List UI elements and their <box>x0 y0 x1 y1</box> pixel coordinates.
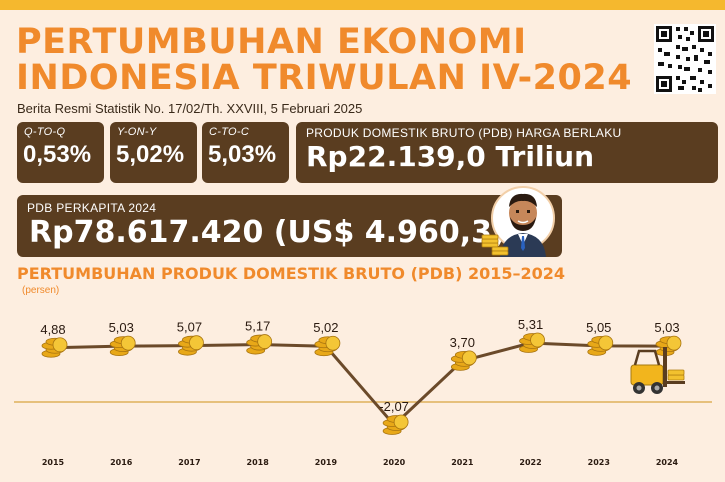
data-point-coin-stack <box>246 334 273 355</box>
pdb-value: Rp22.139,0 Triliun <box>306 140 595 173</box>
ctoc-label: C-TO-C <box>209 126 250 138</box>
top-accent-bar <box>0 0 725 10</box>
x-tick-label: 2015 <box>42 458 65 467</box>
x-tick-label: 2019 <box>315 458 338 467</box>
yony-label: Y-ON-Y <box>117 126 157 138</box>
series-line <box>52 341 668 427</box>
data-label: 3,70 <box>450 335 475 350</box>
qtoq-card: Q-TO-Q 0,53% <box>17 122 104 183</box>
data-point-coin-stack <box>314 335 341 357</box>
x-tick-label: 2022 <box>519 458 541 467</box>
x-tick-label: 2016 <box>110 458 133 467</box>
data-label: 5,02 <box>313 320 338 335</box>
data-point-coin-stack <box>450 350 477 371</box>
data-label: 5,17 <box>245 319 270 334</box>
chart-y-unit: (persen) <box>22 285 60 296</box>
perkapita-value: Rp78.617.420 (US$ 4.960,3) <box>29 215 506 250</box>
data-label: 5,03 <box>654 320 679 335</box>
ctoc-value: 5,03% <box>208 141 277 168</box>
x-tick-label: 2017 <box>178 458 200 467</box>
x-tick-label: 2018 <box>247 458 270 467</box>
page-title-line2: INDONESIA TRIWULAN IV-2024 <box>16 58 633 98</box>
forklift-icon <box>630 347 685 394</box>
qtoq-label: Q-TO-Q <box>24 126 66 138</box>
businessman-icon <box>481 186 555 257</box>
pdb-card: PRODUK DOMESTIK BRUTO (PDB) HARGA BERLAK… <box>296 122 718 183</box>
page-title-line1: PERTUMBUHAN EKONOMI <box>16 22 527 62</box>
qtoq-value: 0,53% <box>23 141 92 168</box>
data-label: 5,05 <box>586 320 611 335</box>
data-point-coin-stack <box>382 414 409 435</box>
data-label: -2,07 <box>379 399 409 414</box>
data-point-coin-stack <box>587 335 614 356</box>
data-label: 4,88 <box>40 322 65 337</box>
data-label: 5,07 <box>177 320 202 335</box>
perkapita-card: PDB PERKAPITA 2024 Rp78.617.420 (US$ 4.9… <box>17 195 562 257</box>
x-tick-label: 2021 <box>451 458 474 467</box>
data-point-coin-stack <box>178 335 204 356</box>
data-label: 5,31 <box>518 317 543 332</box>
x-tick-label: 2024 <box>656 458 679 467</box>
yony-card: Y-ON-Y 5,02% <box>110 122 197 183</box>
gdp-growth-line-chart: 4,88 2015 5,03 2016 5,07 2017 5,17 2018 5,02 2019… <box>14 317 712 467</box>
data-label: 5,03 <box>109 320 134 335</box>
x-tick-label: 2020 <box>383 458 406 467</box>
ctoc-card: C-TO-C 5,03% <box>202 122 289 183</box>
release-subtitle: Berita Resmi Statistik No. 17/02/Th. XXV… <box>17 101 363 116</box>
pdb-label: PRODUK DOMESTIK BRUTO (PDB) HARGA BERLAK… <box>306 126 622 140</box>
perkapita-label: PDB PERKAPITA 2024 <box>27 201 157 215</box>
data-point-coin-stack <box>41 337 68 358</box>
data-point-coin-stack <box>519 332 545 353</box>
chart-title: PERTUMBUHAN PRODUK DOMESTIK BRUTO (PDB) … <box>17 264 566 283</box>
yony-value: 5,02% <box>116 141 185 168</box>
data-point-coin-stack <box>109 335 136 357</box>
qr-code-icon[interactable] <box>654 24 716 94</box>
x-tick-label: 2023 <box>588 458 610 467</box>
